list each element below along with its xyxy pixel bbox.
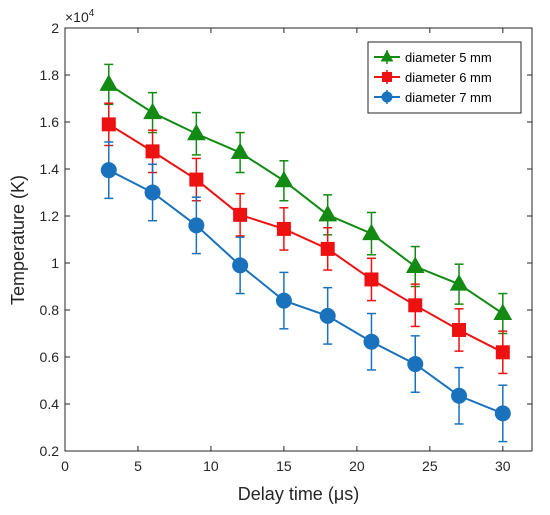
x-tick-label: 30 [495, 458, 511, 474]
data-point [364, 272, 379, 287]
data-point [232, 257, 249, 274]
data-point [145, 144, 160, 159]
legend-marker [380, 49, 394, 62]
legend-label: diameter 5 mm [405, 50, 492, 65]
y-tick-label: 1.8 [40, 67, 60, 83]
data-point [451, 387, 468, 404]
x-tick-label: 5 [134, 458, 142, 474]
data-point [276, 221, 291, 236]
series-1 [99, 63, 513, 335]
data-point [230, 142, 250, 160]
data-point [101, 117, 116, 132]
data-point [493, 303, 513, 321]
y-tick-label: 1.2 [40, 208, 60, 224]
legend-marker [381, 91, 393, 103]
data-point [407, 356, 424, 373]
data-point [452, 322, 467, 337]
y-multiplier-base: ×10 [65, 9, 89, 25]
data-point [274, 170, 294, 188]
y-tick-label: 1.6 [40, 114, 60, 130]
data-point [275, 292, 292, 309]
ticks-layer: 0 5 10 15 20 25 30 0.2 0.4 0.6 0.8 1 1.2 1.4 1.6 1.8 2 [40, 20, 532, 474]
series-2 [101, 102, 510, 375]
data-point [319, 307, 336, 324]
y-tick-label: 1 [51, 255, 59, 271]
series-line [108, 123, 504, 354]
x-tick-label: 0 [61, 458, 69, 474]
data-point [186, 123, 206, 141]
data-point [449, 274, 469, 291]
legend: diameter 5 mm diameter 6 mm diameter 7 mm [367, 41, 522, 114]
data-point [408, 298, 423, 313]
data-point [233, 207, 248, 222]
x-tick-label: 25 [422, 458, 438, 474]
plot-frame [64, 27, 533, 452]
y-tick-label: 2 [51, 20, 59, 36]
legend-label: diameter 7 mm [405, 90, 492, 105]
data-point [99, 74, 119, 91]
y-tick-label: 0.8 [40, 302, 60, 318]
data-point [100, 162, 117, 179]
data-point [362, 223, 381, 241]
data-point [143, 102, 162, 120]
x-tick-label: 20 [349, 458, 365, 474]
series-layer [99, 63, 513, 443]
y-tick-label: 1.4 [40, 161, 60, 177]
data-point [495, 345, 510, 360]
data-point [189, 172, 204, 187]
data-point [188, 217, 205, 234]
data-point [320, 241, 335, 256]
legend-marker [382, 72, 392, 82]
data-point [363, 333, 380, 350]
data-point [405, 256, 425, 274]
data-point [144, 184, 161, 201]
y-axis-title: Temperature (K) [8, 175, 28, 305]
series-3 [100, 141, 511, 443]
y-multiplier: ×104 [65, 8, 95, 25]
legend-label: diameter 6 mm [405, 70, 492, 85]
y-tick-label: 0.4 [40, 396, 60, 412]
x-tick-label: 10 [203, 458, 219, 474]
series-line [108, 169, 504, 415]
y-multiplier-exponent: 4 [89, 8, 95, 19]
x-axis-title: Delay time (μs) [238, 484, 359, 504]
data-point [318, 204, 338, 222]
series-line [108, 83, 504, 315]
data-point [494, 405, 511, 422]
x-tick-label: 15 [276, 458, 292, 474]
y-tick-label: 0.6 [40, 349, 60, 365]
y-tick-label: 0.2 [40, 443, 60, 459]
